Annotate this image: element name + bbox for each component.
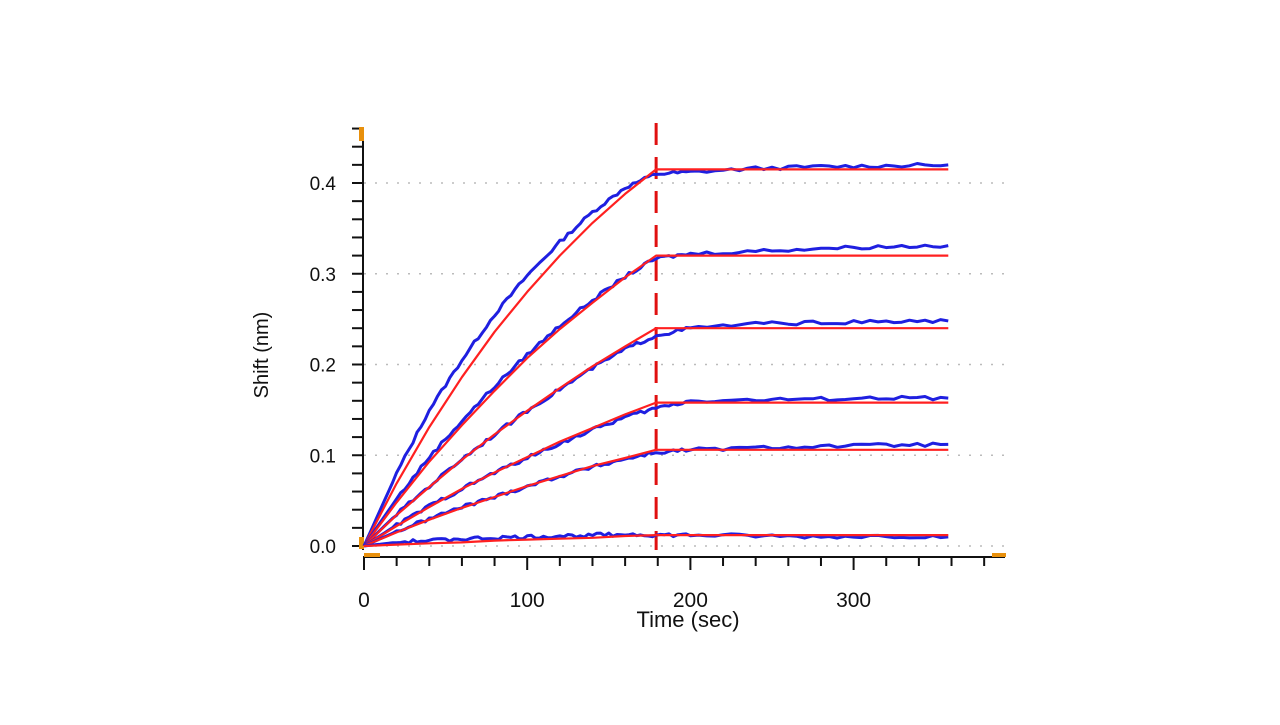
series-fit-5 <box>363 448 949 548</box>
y-tick-label: 0.2 <box>310 356 336 377</box>
y-tick-label: 0.3 <box>310 265 336 286</box>
x-axis-label: Time (sec) <box>636 607 739 632</box>
x-tick-label: 200 <box>673 589 708 612</box>
cursor-marker-right <box>992 553 1006 557</box>
series-data-6 <box>363 531 949 548</box>
y-tick-label: 0.0 <box>310 537 336 558</box>
axes: 0.0 0.1 0.2 0.3 0.4 0 100 200 300 <box>310 127 1006 612</box>
series-data-1 <box>362 162 949 547</box>
series-fit-6 <box>363 534 949 548</box>
y-axis-label: Shift (nm) <box>251 312 273 399</box>
series-fit-3 <box>363 327 949 547</box>
cursor-marker-top <box>359 127 364 141</box>
gridlines <box>364 182 1005 547</box>
y-tick-label: 0.4 <box>310 174 337 195</box>
series-fit-2 <box>363 254 949 547</box>
cursor-marker-left <box>359 537 364 549</box>
series-fit-1 <box>363 168 949 547</box>
series-data-2 <box>362 243 949 547</box>
y-tick-label: 0.1 <box>310 446 336 467</box>
series-data-3 <box>362 318 949 548</box>
series-fit-4 <box>363 401 949 547</box>
x-tick-label: 300 <box>836 589 871 612</box>
x-tick-label: 0 <box>358 589 370 612</box>
x-tick-label: 100 <box>510 589 545 612</box>
series-group <box>362 123 949 550</box>
cursor-marker-bottom <box>364 553 380 557</box>
